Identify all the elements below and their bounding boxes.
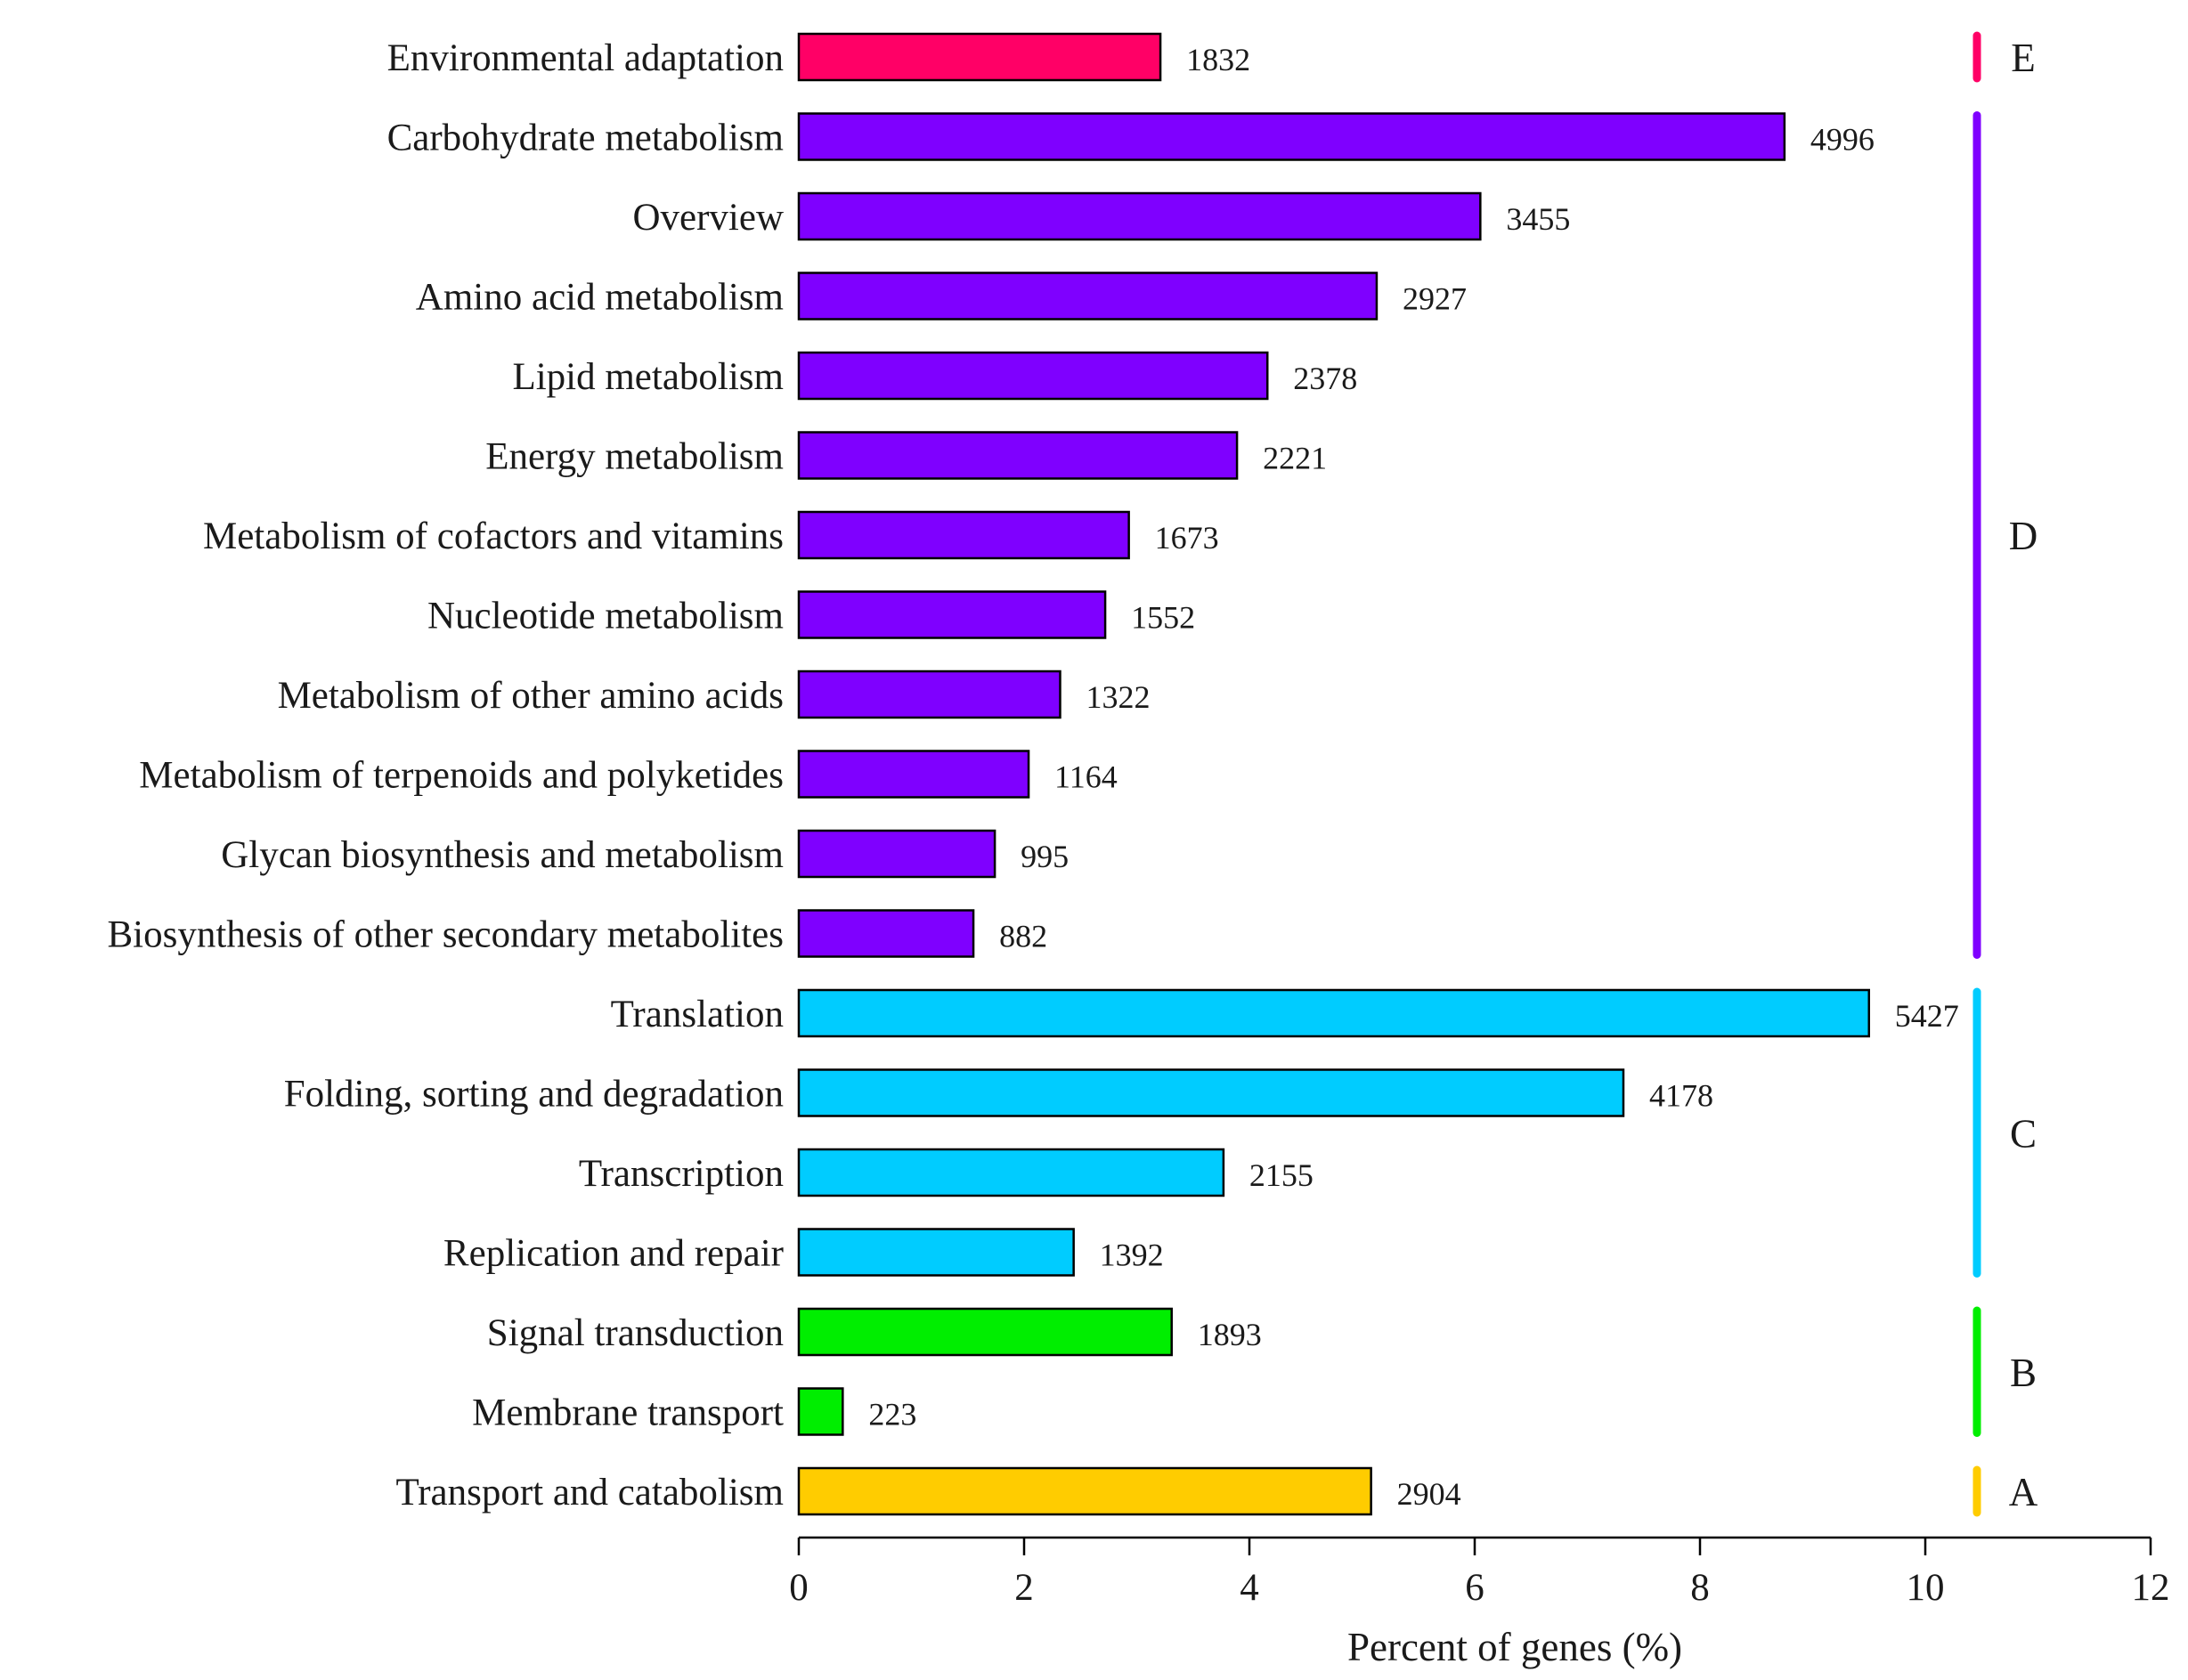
- group-label: C: [2010, 1111, 2037, 1156]
- category-label: Lipid metabolism: [512, 356, 784, 398]
- data-label: 1164: [1054, 759, 1118, 795]
- category-label: Metabolism of terpenoids and polyketides: [139, 755, 784, 797]
- bar: [797, 351, 1269, 401]
- data-label: 3455: [1506, 201, 1570, 237]
- category-label: Replication and repair: [443, 1233, 784, 1275]
- bar: [797, 191, 1482, 241]
- bar: [797, 510, 1130, 560]
- x-tick-label: 6: [1465, 1567, 1484, 1609]
- group-label: E: [2011, 36, 2036, 80]
- x-axis-title: Percent of genes (%): [1347, 1625, 1682, 1669]
- bar: [797, 1068, 1625, 1117]
- data-label: 995: [1021, 839, 1069, 874]
- data-label: 223: [868, 1397, 916, 1432]
- category-label: Amino acid metabolism: [416, 277, 784, 319]
- category-label: Metabolism of other amino acids: [278, 675, 784, 717]
- data-label: 1673: [1155, 520, 1219, 556]
- bar: [797, 1307, 1173, 1357]
- category-label: Metabolism of cofactors and vitamins: [203, 515, 784, 557]
- data-label: 1832: [1186, 42, 1250, 77]
- data-label: 1893: [1198, 1317, 1262, 1352]
- bar: [797, 670, 1061, 719]
- data-label: 1322: [1086, 679, 1150, 715]
- bar: [797, 1148, 1225, 1197]
- bar: [797, 32, 1162, 82]
- bar: [797, 750, 1030, 799]
- bar: [797, 590, 1107, 639]
- category-label: Overview: [632, 197, 784, 239]
- bar: [797, 909, 975, 958]
- data-label: 4996: [1810, 122, 1875, 158]
- bar: [797, 1228, 1075, 1277]
- data-label: 882: [999, 919, 1047, 954]
- data-label: 2927: [1403, 281, 1467, 317]
- category-label: Translation: [611, 994, 784, 1035]
- bar: [797, 988, 1870, 1038]
- x-tick-label: 12: [2132, 1567, 2170, 1609]
- data-label: 2221: [1263, 441, 1327, 476]
- bar: [797, 1387, 844, 1436]
- bar: [797, 431, 1239, 480]
- group-label: B: [2010, 1351, 2037, 1395]
- category-label: Signal transduction: [487, 1312, 784, 1354]
- x-tick-label: 8: [1690, 1567, 1710, 1609]
- category-label: Folding, sorting and degradation: [284, 1074, 784, 1116]
- data-label: 2378: [1293, 361, 1357, 396]
- data-label: 5427: [1895, 998, 1959, 1034]
- category-label: Transport and catabolism: [395, 1472, 784, 1514]
- data-label: 2904: [1397, 1476, 1461, 1512]
- x-axis: 0 2 4 6 8 10 12: [789, 1536, 2170, 1609]
- x-tick-label: 2: [1014, 1567, 1034, 1609]
- bar: [797, 272, 1379, 321]
- x-tick-label: 10: [1907, 1567, 1945, 1609]
- data-label: 2155: [1249, 1157, 1314, 1193]
- category-label: Membrane transport: [472, 1392, 784, 1434]
- bar: [797, 1466, 1372, 1516]
- data-label: 4178: [1649, 1078, 1713, 1114]
- category-label: Carbohydrate metabolism: [387, 118, 784, 159]
- data-label: 1392: [1100, 1238, 1164, 1273]
- category-label: Environmental adaptation: [387, 37, 784, 79]
- x-tick-label: 0: [789, 1567, 809, 1609]
- group-label: A: [2009, 1470, 2038, 1514]
- category-label: Transcription: [579, 1153, 784, 1195]
- bars-layer: Environmental adaptation 1832 Carbohydrate…: [107, 32, 1959, 1516]
- category-label: Energy metabolism: [485, 436, 784, 478]
- group-brackets: E D C B A: [1972, 31, 2038, 1517]
- category-label: Biosynthesis of other secondary metaboli…: [107, 914, 784, 956]
- group-label: D: [2009, 514, 2038, 558]
- bar: [797, 829, 996, 879]
- category-label: Nucleotide metabolism: [427, 596, 784, 637]
- x-tick-label: 4: [1240, 1567, 1259, 1609]
- category-label: Glycan biosynthesis and metabolism: [221, 834, 784, 876]
- data-label: 1552: [1131, 600, 1195, 636]
- bar: [797, 112, 1786, 161]
